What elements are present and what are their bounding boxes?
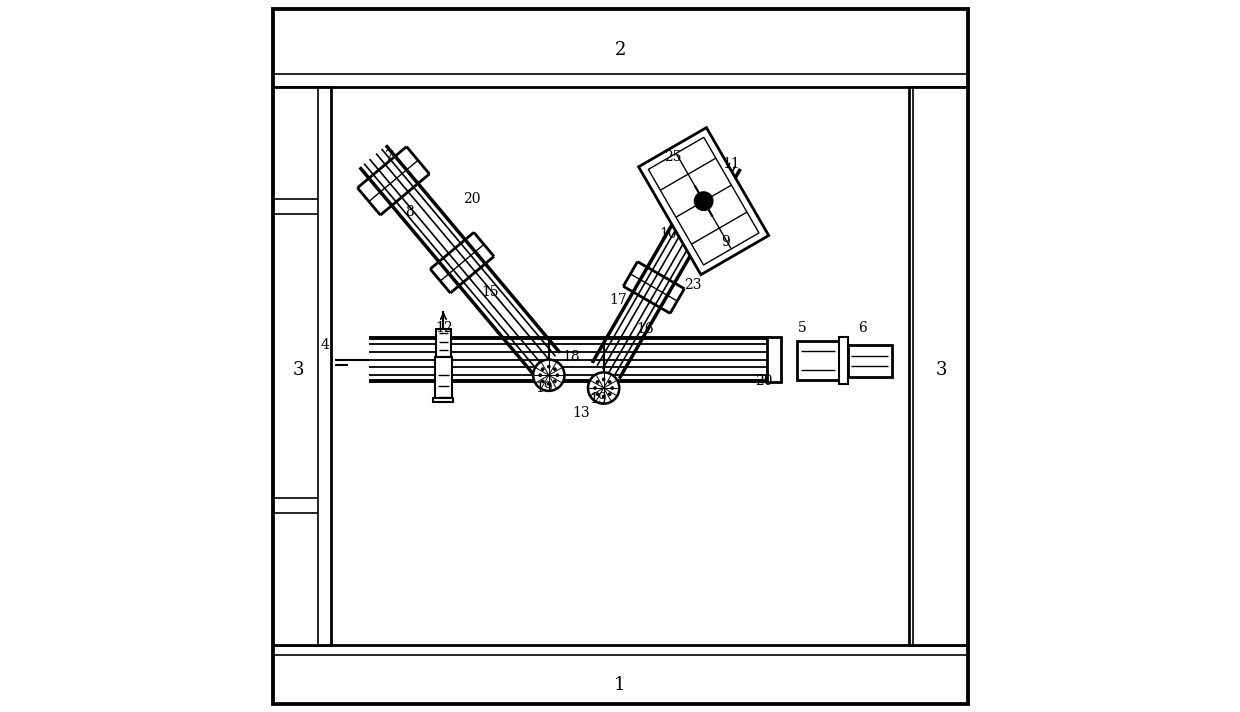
- Circle shape: [608, 392, 611, 396]
- Circle shape: [595, 392, 599, 396]
- Text: 1: 1: [614, 676, 626, 694]
- Bar: [839, 337, 848, 384]
- Bar: [436, 329, 450, 357]
- Text: 9: 9: [720, 235, 730, 249]
- Circle shape: [694, 192, 713, 211]
- Text: 20: 20: [464, 192, 481, 206]
- Circle shape: [556, 373, 559, 377]
- Circle shape: [595, 380, 599, 384]
- Polygon shape: [639, 127, 769, 275]
- Text: 6: 6: [858, 320, 867, 335]
- Text: 12: 12: [435, 320, 453, 335]
- Text: 23: 23: [684, 278, 702, 292]
- Text: 5: 5: [797, 320, 807, 335]
- Text: 25: 25: [663, 150, 682, 164]
- Bar: [909, 87, 967, 645]
- Text: 7: 7: [384, 150, 394, 164]
- Text: 4: 4: [321, 337, 330, 352]
- Circle shape: [553, 379, 557, 383]
- Bar: [766, 337, 781, 382]
- Text: 3: 3: [293, 361, 304, 379]
- Text: 13: 13: [572, 406, 590, 420]
- Text: 19: 19: [589, 392, 606, 406]
- Bar: [273, 87, 331, 645]
- Text: 2: 2: [614, 41, 626, 59]
- Circle shape: [533, 360, 564, 391]
- Circle shape: [610, 386, 614, 390]
- Text: 19: 19: [534, 381, 553, 395]
- Circle shape: [593, 386, 596, 390]
- Text: 8: 8: [405, 205, 414, 219]
- Circle shape: [608, 380, 611, 384]
- Circle shape: [553, 367, 557, 371]
- Bar: [435, 357, 451, 400]
- Circle shape: [541, 379, 544, 383]
- Circle shape: [541, 367, 544, 371]
- Text: 17: 17: [609, 293, 626, 308]
- Circle shape: [538, 373, 542, 377]
- Circle shape: [547, 365, 551, 369]
- Bar: [273, 9, 967, 87]
- Bar: [848, 345, 892, 377]
- Text: 15: 15: [481, 285, 500, 299]
- Circle shape: [588, 372, 619, 404]
- Text: 18: 18: [563, 350, 580, 365]
- Text: 20: 20: [755, 374, 773, 388]
- Bar: [796, 341, 839, 380]
- Text: 16: 16: [636, 322, 653, 336]
- Circle shape: [547, 382, 551, 386]
- Circle shape: [601, 394, 605, 399]
- Bar: [273, 645, 967, 703]
- Text: 3: 3: [936, 361, 947, 379]
- Text: 10: 10: [660, 226, 677, 241]
- Circle shape: [601, 377, 605, 382]
- Text: 11: 11: [722, 157, 740, 171]
- Bar: [434, 398, 454, 402]
